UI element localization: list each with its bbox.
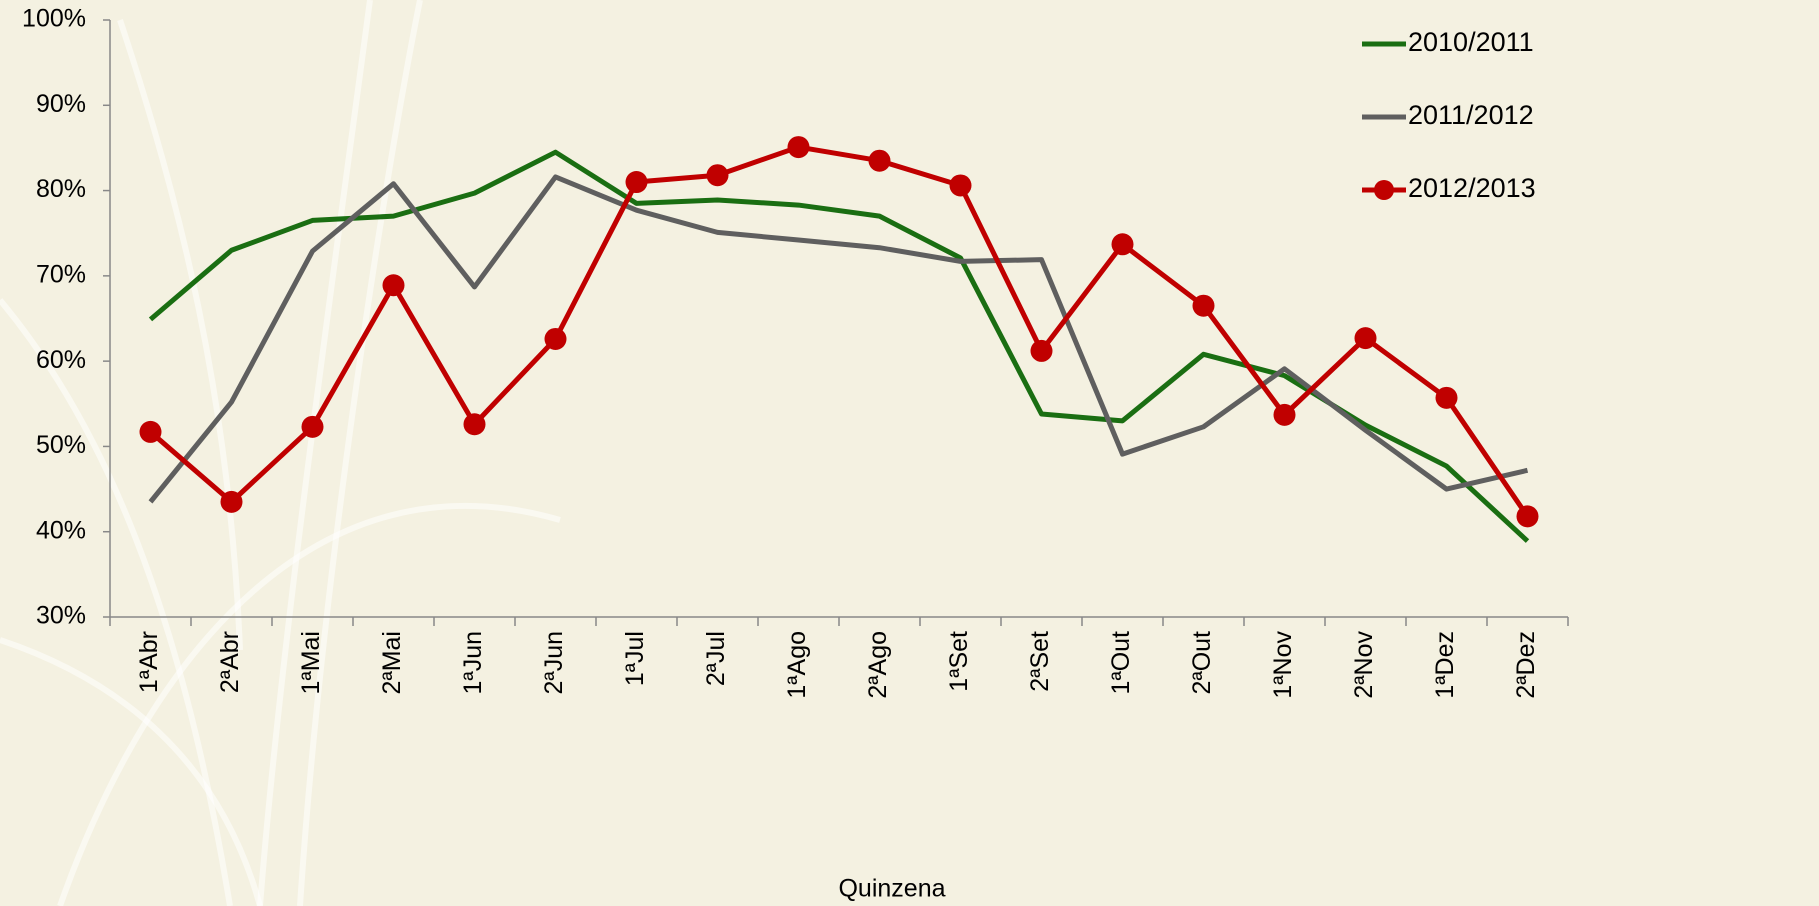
series-marker bbox=[1193, 295, 1215, 317]
x-tick-label: 2ªMai bbox=[378, 631, 406, 694]
x-tick-label: 1ªOut bbox=[1107, 631, 1135, 695]
series-marker bbox=[383, 274, 405, 296]
y-tick-label: 60% bbox=[36, 346, 86, 374]
x-tick-label: 1ªMai bbox=[297, 631, 325, 694]
series-line bbox=[151, 147, 1528, 516]
series-marker bbox=[1355, 327, 1377, 349]
x-tick-label: 2ªSet bbox=[1026, 631, 1054, 692]
legend-label: 2011/2012 bbox=[1408, 100, 1534, 130]
series-marker bbox=[869, 150, 891, 172]
x-tick-label: 2ªOut bbox=[1188, 631, 1216, 695]
series-marker bbox=[221, 491, 243, 513]
series-marker bbox=[1274, 404, 1296, 426]
y-tick-label: 70% bbox=[36, 260, 86, 288]
x-tick-label: 2ªDez bbox=[1512, 631, 1540, 699]
series-marker bbox=[1517, 505, 1539, 527]
series-marker bbox=[626, 171, 648, 193]
series-marker bbox=[302, 416, 324, 438]
x-tick-label: 1ªAgo bbox=[783, 631, 811, 699]
x-tick-label: 1ªNov bbox=[1269, 631, 1297, 699]
series-marker bbox=[545, 328, 567, 350]
legend-label: 2010/2011 bbox=[1408, 27, 1534, 57]
x-tick-label: 1ªDez bbox=[1431, 631, 1459, 699]
x-tick-label: 2ªJul bbox=[702, 631, 730, 686]
y-tick-label: 80% bbox=[36, 175, 86, 203]
y-tick-label: 90% bbox=[36, 90, 86, 118]
series-marker bbox=[464, 413, 486, 435]
x-tick-label: 2ªJun bbox=[540, 631, 568, 694]
x-tick-label: 2ªAgo bbox=[864, 631, 892, 699]
series-marker bbox=[1031, 340, 1053, 362]
series-marker bbox=[788, 136, 810, 158]
series-marker bbox=[950, 174, 972, 196]
legend-label: 2012/2013 bbox=[1408, 173, 1536, 203]
x-tick-label: 1ªJun bbox=[459, 631, 487, 694]
y-tick-label: 30% bbox=[36, 602, 86, 630]
series-marker bbox=[1112, 233, 1134, 255]
series-marker bbox=[1436, 387, 1458, 409]
x-tick-label: 1ªSet bbox=[945, 631, 973, 692]
series-line bbox=[151, 177, 1528, 502]
series-marker bbox=[707, 164, 729, 186]
series-marker bbox=[140, 421, 162, 443]
x-tick-label: 2ªNov bbox=[1350, 631, 1378, 699]
y-tick-label: 50% bbox=[36, 431, 86, 459]
legend-marker bbox=[1374, 180, 1394, 200]
x-axis-label: Quinzena bbox=[838, 875, 945, 903]
y-tick-label: 100% bbox=[22, 5, 86, 33]
y-tick-label: 40% bbox=[36, 516, 86, 544]
chart: Quinzena 30% 40% 50% 60% 70% 80% 90% 100% 1ªAbr 2… bbox=[0, 0, 1819, 906]
x-tick-label: 2ªAbr bbox=[216, 631, 244, 693]
x-tick-label: 1ªAbr bbox=[135, 631, 163, 693]
x-tick-label: 1ªJul bbox=[621, 631, 649, 686]
